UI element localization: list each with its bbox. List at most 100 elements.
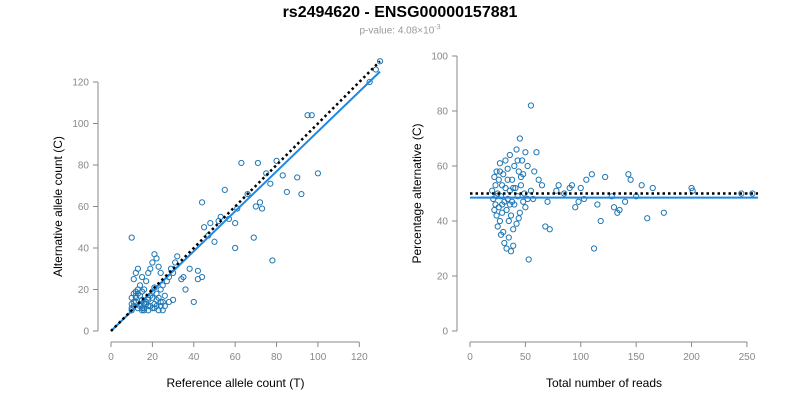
data-point — [503, 206, 510, 214]
data-point — [738, 190, 745, 197]
data-point — [182, 286, 189, 293]
data-point — [258, 205, 266, 212]
data-point — [194, 267, 202, 274]
y-tick-label: 80 — [78, 161, 90, 172]
x-axis-label: Reference allele count (T) — [166, 376, 304, 390]
data-point — [159, 282, 166, 289]
data-point — [514, 193, 521, 200]
x-tick-label: 150 — [628, 352, 645, 363]
y-tick-label: 80 — [437, 107, 449, 118]
x-tick-label: 20 — [147, 352, 159, 363]
data-point — [499, 201, 506, 208]
data-point — [145, 307, 152, 314]
data-point — [136, 282, 144, 289]
data-point — [542, 223, 549, 230]
data-point — [252, 203, 259, 210]
x-tick-label: 120 — [351, 352, 368, 363]
data-point — [298, 190, 305, 198]
data-point — [583, 176, 590, 183]
data-point — [504, 165, 511, 172]
data-point — [749, 190, 756, 197]
data-point — [495, 176, 502, 183]
data-point — [198, 199, 206, 206]
data-point — [553, 187, 560, 194]
data-point — [496, 160, 504, 167]
data-point — [499, 209, 506, 216]
data-point — [143, 278, 150, 285]
data-point — [491, 173, 498, 181]
data-point — [279, 172, 286, 179]
data-point — [495, 204, 502, 211]
data-point — [366, 78, 373, 86]
data-point — [157, 298, 164, 306]
data-point — [625, 171, 632, 178]
data-point — [511, 201, 518, 208]
data-point — [502, 184, 509, 192]
data-point — [649, 184, 656, 192]
data-point — [372, 66, 379, 73]
data-point — [149, 259, 156, 266]
data-point — [491, 206, 498, 214]
data-point — [161, 292, 168, 299]
data-point — [174, 253, 181, 260]
chart-title: rs2494620 - ENSG00000157881 — [282, 4, 518, 21]
data-point — [520, 198, 527, 205]
data-point — [186, 265, 193, 272]
data-point — [555, 182, 562, 189]
data-point — [492, 201, 499, 208]
x-tick-label: 200 — [683, 352, 700, 363]
p-value-exponent: -3 — [434, 24, 441, 31]
data-point — [644, 215, 651, 222]
data-point — [267, 180, 274, 187]
data-point — [138, 288, 146, 295]
data-point — [525, 256, 532, 263]
x-tick-label: 100 — [572, 352, 589, 363]
data-point — [510, 184, 517, 192]
data-point — [500, 171, 507, 178]
data-point — [522, 149, 529, 156]
data-point — [514, 157, 521, 164]
p-value-text: p-value: 4.08×10 — [359, 25, 435, 37]
data-point — [141, 300, 148, 308]
data-point — [531, 168, 538, 175]
x-tick-label: 0 — [108, 352, 114, 363]
data-point — [515, 215, 522, 222]
data-point — [165, 298, 173, 306]
data-point — [513, 220, 520, 227]
data-point — [597, 217, 604, 225]
data-point — [263, 170, 270, 177]
data-point — [577, 184, 584, 192]
x-tick-label: 60 — [230, 352, 242, 363]
x-tick-label: 100 — [310, 352, 327, 363]
allele-count-scatter-plot: 0 20 40 60 80 100 120 0 20 40 60 80 100 120 Reference … — [51, 58, 384, 390]
data-point — [492, 182, 499, 189]
data-point — [151, 305, 158, 312]
data-point — [497, 193, 505, 200]
data-point — [517, 182, 525, 189]
data-point — [621, 198, 629, 205]
data-point — [190, 298, 197, 306]
data-point — [149, 294, 156, 301]
data-point — [638, 182, 645, 189]
data-point — [575, 198, 582, 205]
data-point — [505, 217, 512, 225]
data-point — [314, 170, 322, 177]
data-point — [283, 188, 290, 196]
data-point — [217, 213, 224, 220]
data-point — [308, 112, 315, 119]
data-point — [153, 255, 160, 262]
data-point — [507, 248, 515, 255]
data-point — [517, 173, 525, 181]
data-point — [512, 184, 519, 192]
data-point — [533, 149, 540, 156]
data-point — [134, 265, 141, 272]
data-point — [505, 234, 512, 241]
x-tick-label: 80 — [271, 352, 283, 363]
data-point — [506, 151, 513, 159]
data-point — [376, 58, 384, 65]
data-point — [221, 186, 228, 193]
data-point — [688, 184, 695, 192]
data-point — [660, 209, 667, 216]
data-point — [602, 173, 609, 181]
y-axis-label: Alternative allele count (C) — [51, 136, 65, 277]
